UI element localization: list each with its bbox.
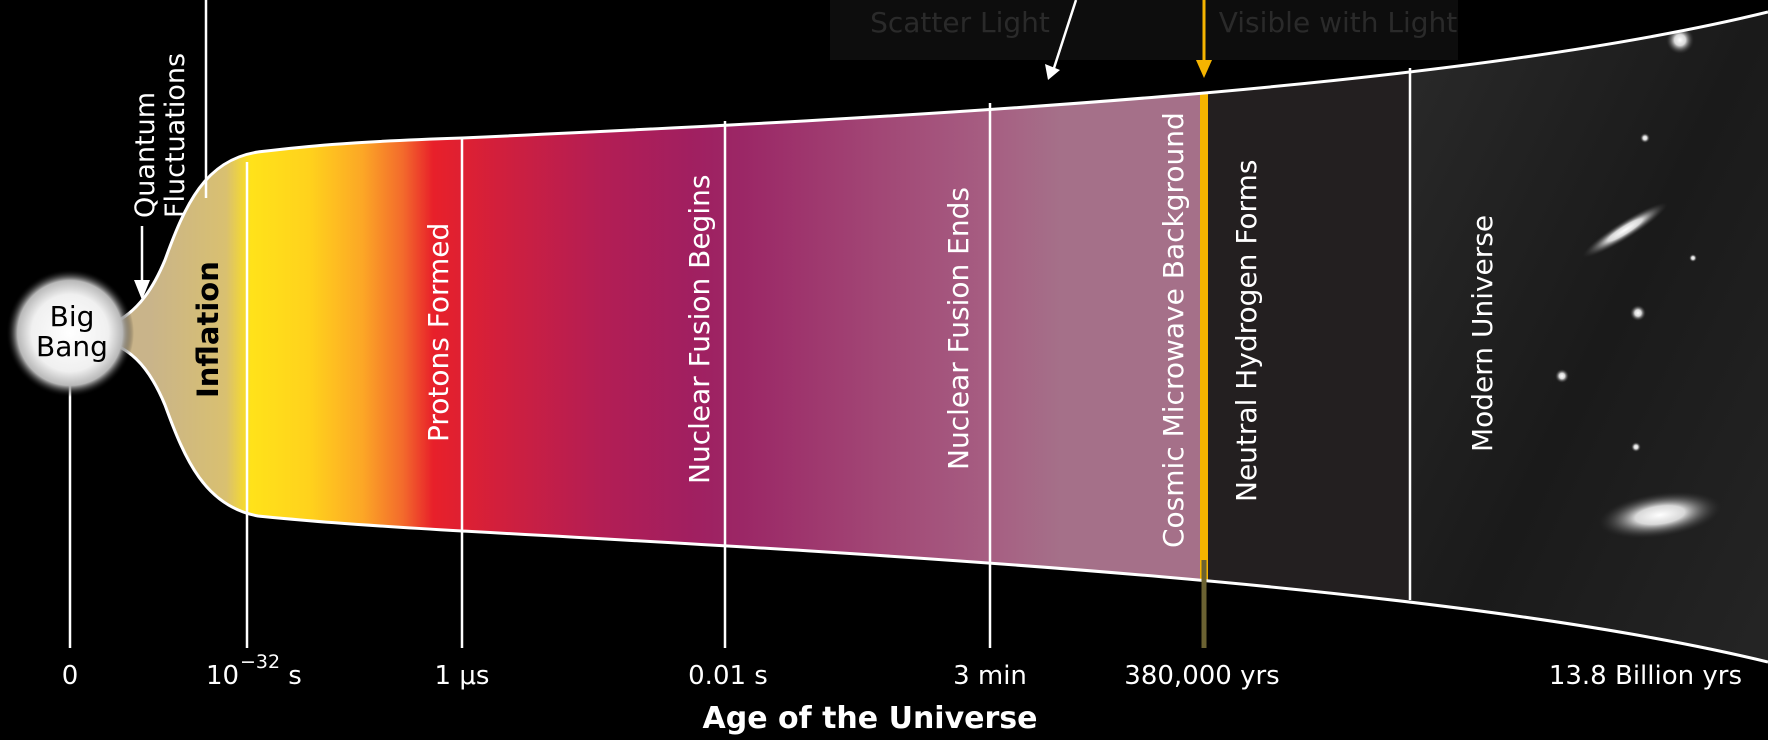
era-label-nuclear-fusion-ends: Nuclear Fusion Ends <box>942 187 975 470</box>
edge-on-galaxy <box>1582 202 1668 258</box>
big-bang-glow <box>6 269 134 397</box>
scatter-light-arrow-shaft <box>1052 0 1078 69</box>
big-bang-label-line2: Bang <box>36 330 108 363</box>
era-label-neutral-hydrogen-forms: Neutral Hydrogen Forms <box>1230 160 1263 502</box>
star-mid <box>1630 305 1646 321</box>
tick-label-380000-yrs: 380,000 yrs <box>1124 661 1279 691</box>
tick-label-0-01-s: 0.01 s <box>688 661 768 691</box>
tick-label-3-min: 3 min <box>953 661 1027 691</box>
tick-label-10-32-unit: s <box>280 661 302 691</box>
quantum-label-line1: Quantum <box>130 92 161 218</box>
tick-label-1-microsecond: 1 μs <box>435 661 490 691</box>
era-label-modern-universe: Modern Universe <box>1466 215 1499 452</box>
modern-universe-image <box>1410 12 1768 662</box>
star-low <box>1631 442 1641 452</box>
funnel-bottom-edge <box>59 336 1768 664</box>
star-left <box>1555 369 1569 383</box>
funnel-top-edge <box>59 10 1768 340</box>
spiral-galaxy <box>1598 491 1722 539</box>
era-label-inflation: Inflation <box>191 261 225 398</box>
top-note-visible-with-light: Visible with Light <box>1219 6 1458 39</box>
tick-label-13-8-billion-yrs: 13.8 Billion yrs <box>1549 661 1742 691</box>
quantum-arrow-icon <box>134 280 150 300</box>
quantum-label-line2: Fluctuations <box>160 53 191 218</box>
tick-label-0: 0 <box>62 661 79 691</box>
top-note-scatter-light: Scatter Light <box>870 6 1050 39</box>
tick-label-10-32-exp: −32 <box>240 651 280 673</box>
era-label-cosmic-microwave-background: Cosmic Microwave Background <box>1157 112 1190 548</box>
axis-title: Age of the Universe <box>703 701 1038 736</box>
cmb-line <box>1200 12 1208 662</box>
top-caption-box <box>830 0 1458 60</box>
star-tiny <box>1689 254 1697 262</box>
star-small <box>1640 133 1650 143</box>
era-label-nuclear-fusion-begins: Nuclear Fusion Begins <box>683 175 716 484</box>
scatter-light-arrow-icon <box>1045 64 1060 80</box>
visible-light-arrow-icon <box>1196 60 1212 78</box>
era-label-protons-formed: Protons Formed <box>422 223 455 442</box>
big-bang-label-line1: Big <box>50 300 95 333</box>
tick-label-10-32-base: 10 <box>206 661 239 691</box>
